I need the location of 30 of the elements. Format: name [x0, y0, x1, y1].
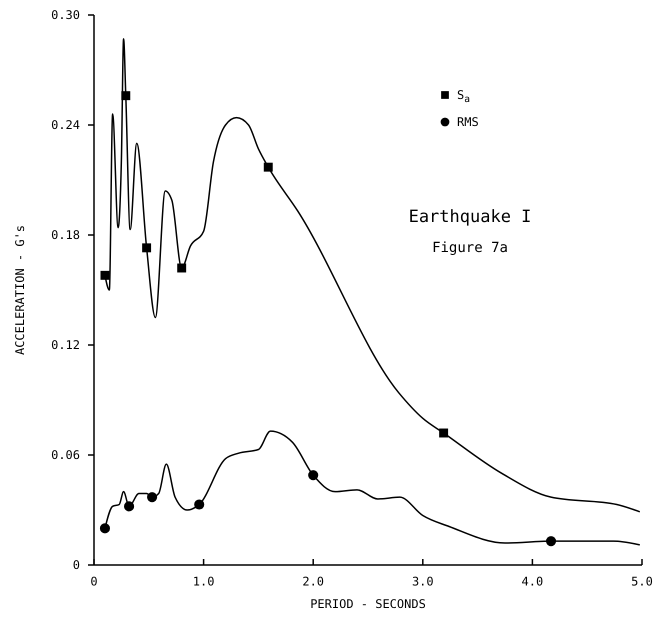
x-tick-label: 3.0 [412, 574, 434, 589]
point [308, 470, 318, 480]
x-tick-label: 0 [90, 574, 98, 589]
x-axis-title: PERIOD - SECONDS [310, 597, 426, 611]
point [194, 499, 204, 510]
y-tick-label: 0.18 [51, 228, 80, 242]
legend-label: S$_{a}$ [457, 88, 470, 105]
y-tick-label: 0 [72, 558, 80, 572]
point [147, 492, 158, 502]
point [124, 501, 134, 512]
point [100, 270, 110, 280]
point [121, 91, 130, 100]
point [546, 536, 556, 546]
x-tick-label: 5.0 [631, 574, 653, 589]
point [177, 264, 186, 272]
point [439, 428, 448, 438]
x-tick-label: 1.0 [192, 574, 214, 589]
y-tick-label: 0.24 [51, 118, 80, 132]
point [142, 243, 152, 252]
y-tick-label: 0.06 [51, 448, 80, 462]
annotation: Earthquake I [408, 207, 532, 227]
y-tick-label: 0.30 [51, 8, 80, 22]
point [264, 162, 273, 172]
x-tick-label: 2.0 [302, 574, 324, 589]
annotation: Figure 7a [432, 240, 508, 256]
y-tick-label: 0.12 [51, 338, 80, 352]
x-tick-label: 4.0 [522, 574, 544, 589]
point [100, 523, 110, 534]
y-axis-title: ACCELERATION - G's [13, 224, 27, 356]
legend-label: RMS [457, 115, 479, 129]
